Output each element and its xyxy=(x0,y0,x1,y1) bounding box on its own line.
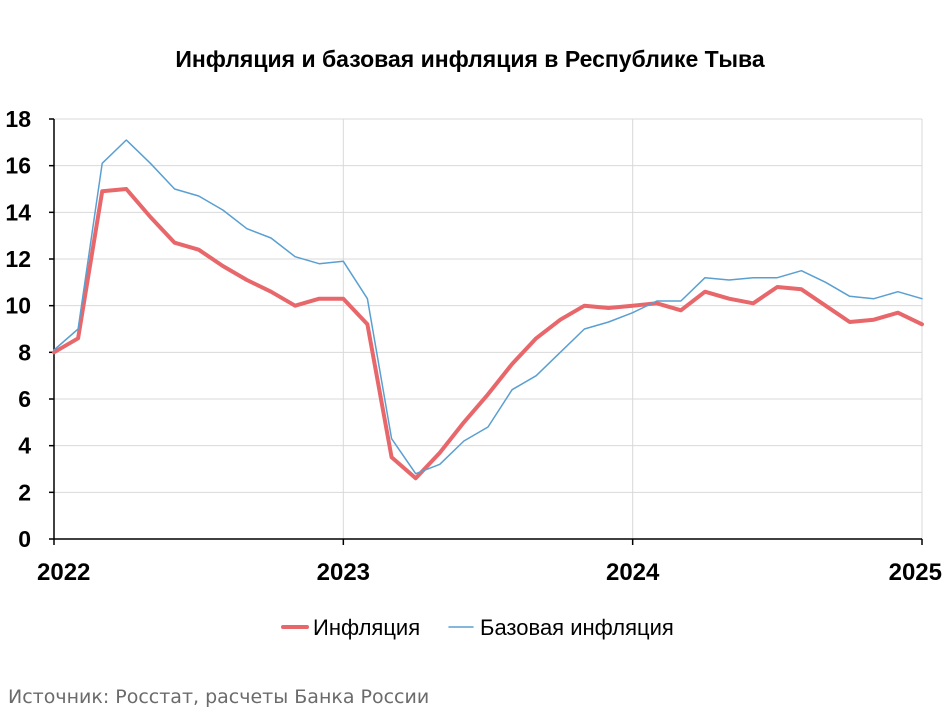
series-line-inflation xyxy=(52,187,924,481)
y-tick-label: 16 xyxy=(5,153,31,179)
y-tick-label: 14 xyxy=(5,199,31,225)
legend: Инфляция Базовая инфляция xyxy=(281,615,674,640)
x-axis-ticks: 2022 2023 2024 2025 xyxy=(37,559,942,586)
grid xyxy=(54,118,923,539)
chart-title: Инфляция и базовая инфляция в Республике… xyxy=(175,46,765,72)
y-tick-label: 12 xyxy=(5,246,31,272)
legend-label: Базовая инфляция xyxy=(480,615,674,640)
y-tick-label: 10 xyxy=(5,293,31,319)
x-tick-label: 2025 xyxy=(889,559,942,586)
x-tick-label: 2023 xyxy=(317,559,370,586)
source-note: Источник: Росстат, расчеты Банка России xyxy=(8,686,429,708)
y-tick-label: 18 xyxy=(5,106,31,132)
axes xyxy=(49,118,923,545)
x-tick-label: 2024 xyxy=(606,559,660,586)
y-tick-label: 2 xyxy=(18,479,31,505)
legend-label: Инфляция xyxy=(313,615,420,640)
y-tick-label: 4 xyxy=(18,433,31,459)
y-axis-ticks: 0 2 4 6 8 10 12 14 16 18 xyxy=(5,106,31,552)
y-tick-label: 8 xyxy=(18,339,31,365)
y-tick-label: 6 xyxy=(18,386,31,412)
series-line-core-inflation xyxy=(53,139,923,475)
series-lines xyxy=(52,139,924,481)
y-tick-label: 0 xyxy=(18,526,31,552)
x-tick-label: 2022 xyxy=(37,559,90,586)
